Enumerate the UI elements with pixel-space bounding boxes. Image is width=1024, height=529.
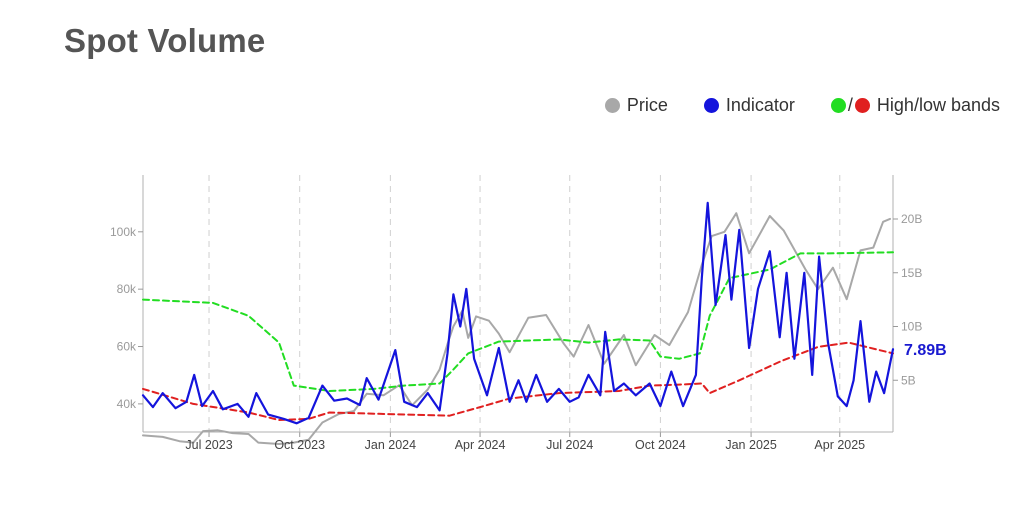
y-left-tick-label: 100k — [110, 225, 137, 239]
high-band-dot-icon — [830, 98, 846, 113]
y-right-tick-label: 5B — [901, 373, 916, 387]
y-left-tick-label: 40k — [117, 397, 137, 411]
chart-legend: Price Indicator / High/low bands — [569, 95, 1000, 116]
price-line — [142, 212, 891, 445]
tick-labels: Jul 2023 Oct 2023 Jan 2024 Apr 2024 Jul 2024… — [110, 212, 947, 452]
legend-indicator-label: Indicator — [725, 95, 795, 115]
y-left-tick-label: 60k — [117, 340, 137, 354]
y-left-tick-label: 80k — [117, 282, 137, 296]
x-tick-label: Apr 2024 — [455, 438, 506, 452]
legend-bands-separator: / — [847, 95, 853, 115]
y-right-tick-label: 10B — [901, 320, 922, 334]
legend-bands-label: High/low bands — [876, 95, 1000, 115]
low-band-dot-icon — [854, 98, 870, 113]
last-value-label: 7.89B — [904, 342, 947, 359]
x-tick-label: Jan 2025 — [725, 438, 776, 452]
legend-price-label: Price — [626, 95, 668, 115]
indicator-dot-icon — [703, 98, 719, 113]
x-tick-label: Jul 2024 — [546, 438, 593, 452]
x-tick-label: Oct 2023 — [274, 438, 325, 452]
x-tick-label: Apr 2025 — [814, 438, 865, 452]
legend-item-bands[interactable]: / High/low bands — [830, 95, 1000, 116]
legend-item-indicator[interactable]: Indicator — [703, 95, 795, 116]
x-tick-label: Oct 2024 — [635, 438, 686, 452]
series-lines — [141, 201, 895, 445]
y-right-tick-label: 15B — [901, 266, 922, 280]
x-tick-label: Jan 2024 — [365, 438, 416, 452]
x-tick-label: Jul 2023 — [185, 438, 232, 452]
chart-title: Spot Volume — [64, 22, 266, 59]
legend-item-price[interactable]: Price — [604, 95, 668, 116]
y-right-tick-label: 20B — [901, 212, 922, 226]
x-gridlines — [208, 175, 841, 432]
price-dot-icon — [604, 98, 620, 113]
indicator-line — [141, 201, 895, 425]
